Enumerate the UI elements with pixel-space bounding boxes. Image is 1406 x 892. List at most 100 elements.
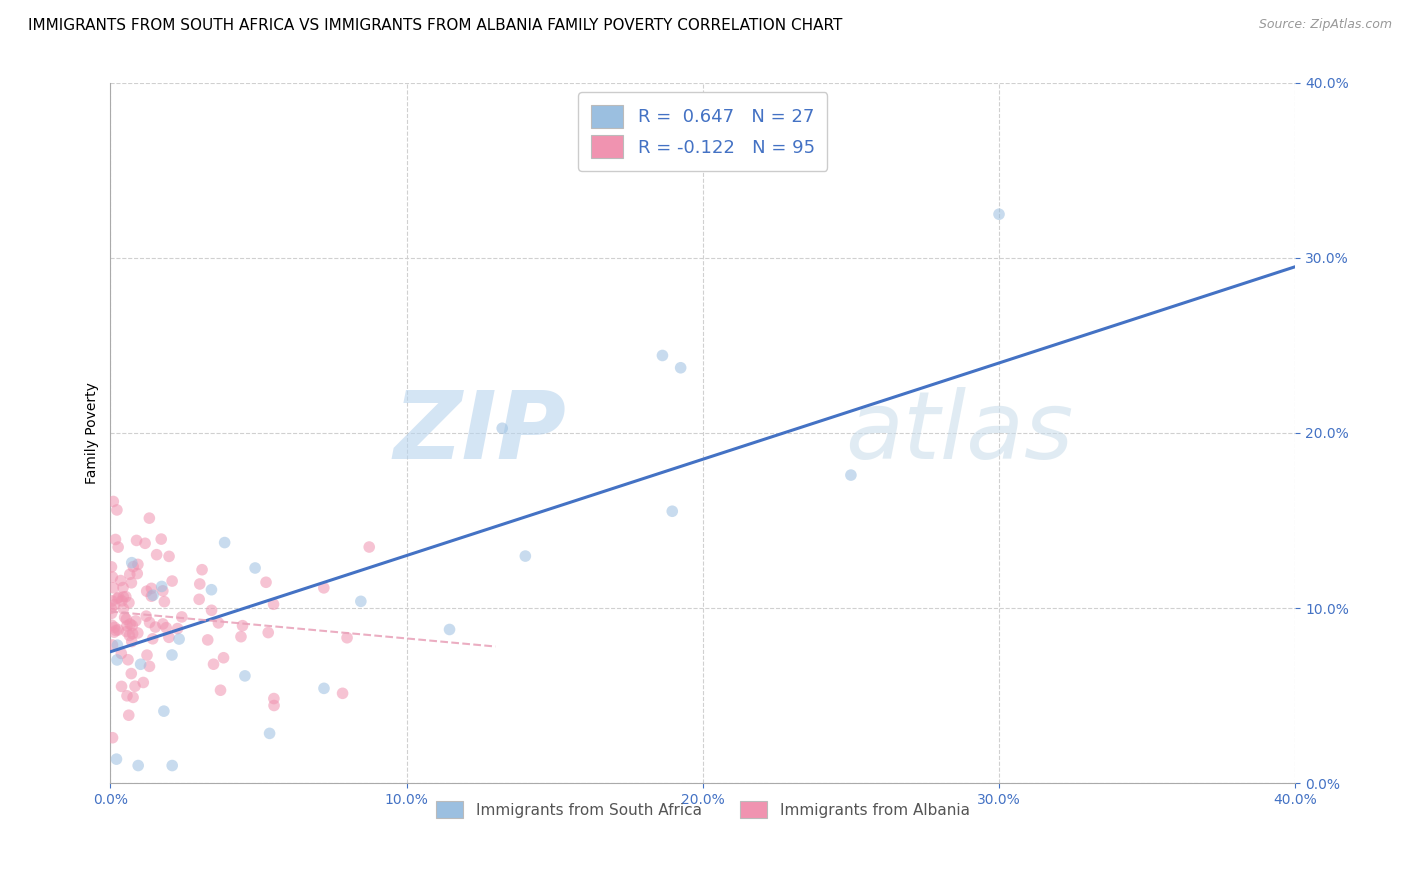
Point xyxy=(359,540,381,554)
Point xyxy=(100,560,122,574)
Point xyxy=(170,610,193,624)
Point xyxy=(112,590,135,604)
Point xyxy=(332,686,354,700)
Point xyxy=(336,631,359,645)
Point xyxy=(153,704,176,718)
Point xyxy=(101,594,124,608)
Point xyxy=(117,653,139,667)
Point xyxy=(104,598,127,612)
Point xyxy=(651,349,673,363)
Point xyxy=(661,504,683,518)
Point xyxy=(107,623,129,637)
Point xyxy=(150,579,173,593)
Point xyxy=(212,650,235,665)
Point xyxy=(110,574,132,588)
Point xyxy=(312,681,335,696)
Point xyxy=(105,503,128,517)
Point xyxy=(105,653,128,667)
Point xyxy=(101,570,124,584)
Point xyxy=(121,618,143,632)
Point xyxy=(107,540,129,554)
Legend: Immigrants from South Africa, Immigrants from Albania: Immigrants from South Africa, Immigrants… xyxy=(430,795,976,824)
Point xyxy=(141,582,163,596)
Point xyxy=(122,690,145,705)
Point xyxy=(200,603,222,617)
Point xyxy=(108,591,131,605)
Point xyxy=(229,630,252,644)
Point xyxy=(152,616,174,631)
Text: atlas: atlas xyxy=(845,387,1073,478)
Point xyxy=(188,592,211,607)
Point xyxy=(259,726,281,740)
Point xyxy=(166,622,188,636)
Point xyxy=(155,621,177,635)
Point xyxy=(141,589,163,603)
Point xyxy=(124,679,146,693)
Point xyxy=(107,591,129,606)
Point xyxy=(121,634,143,648)
Point xyxy=(312,581,335,595)
Point xyxy=(191,563,214,577)
Point xyxy=(515,549,537,563)
Point xyxy=(153,595,176,609)
Point xyxy=(233,669,256,683)
Point xyxy=(988,207,1011,221)
Point xyxy=(127,558,149,572)
Point xyxy=(138,615,160,630)
Point xyxy=(127,626,149,640)
Point xyxy=(491,421,513,435)
Point xyxy=(160,758,183,772)
Text: ZIP: ZIP xyxy=(394,387,567,479)
Point xyxy=(231,618,253,632)
Point xyxy=(160,648,183,662)
Point xyxy=(107,638,129,652)
Point xyxy=(112,601,135,615)
Point xyxy=(197,632,219,647)
Point xyxy=(114,590,136,604)
Point xyxy=(112,581,135,595)
Point xyxy=(125,614,148,628)
Point xyxy=(120,617,142,632)
Point xyxy=(104,533,127,547)
Point xyxy=(135,609,157,624)
Point xyxy=(202,657,225,672)
Point xyxy=(188,577,211,591)
Y-axis label: Family Poverty: Family Poverty xyxy=(86,382,100,484)
Point xyxy=(101,731,124,745)
Point xyxy=(129,657,152,672)
Point xyxy=(167,632,190,646)
Text: IMMIGRANTS FROM SOUTH AFRICA VS IMMIGRANTS FROM ALBANIA FAMILY POVERTY CORRELATI: IMMIGRANTS FROM SOUTH AFRICA VS IMMIGRAN… xyxy=(28,18,842,33)
Point xyxy=(115,624,138,639)
Point xyxy=(120,575,142,590)
Point xyxy=(115,689,138,703)
Point xyxy=(254,575,277,590)
Point xyxy=(100,601,122,615)
Point xyxy=(150,532,173,546)
Point xyxy=(118,596,141,610)
Point xyxy=(439,623,461,637)
Point xyxy=(243,561,266,575)
Point xyxy=(118,567,141,582)
Point xyxy=(200,582,222,597)
Point xyxy=(145,548,167,562)
Point xyxy=(138,511,160,525)
Point xyxy=(263,597,285,611)
Point xyxy=(257,625,280,640)
Point xyxy=(114,610,136,624)
Point xyxy=(135,584,157,599)
Point xyxy=(152,583,174,598)
Point xyxy=(115,619,138,633)
Point xyxy=(138,659,160,673)
Point xyxy=(145,620,167,634)
Point xyxy=(115,612,138,626)
Point xyxy=(101,618,124,632)
Text: Source: ZipAtlas.com: Source: ZipAtlas.com xyxy=(1258,18,1392,31)
Point xyxy=(669,360,692,375)
Point xyxy=(207,615,229,630)
Point xyxy=(209,683,232,698)
Point xyxy=(100,607,122,621)
Point xyxy=(157,549,180,564)
Point xyxy=(134,536,156,550)
Point xyxy=(263,691,285,706)
Point xyxy=(103,620,125,634)
